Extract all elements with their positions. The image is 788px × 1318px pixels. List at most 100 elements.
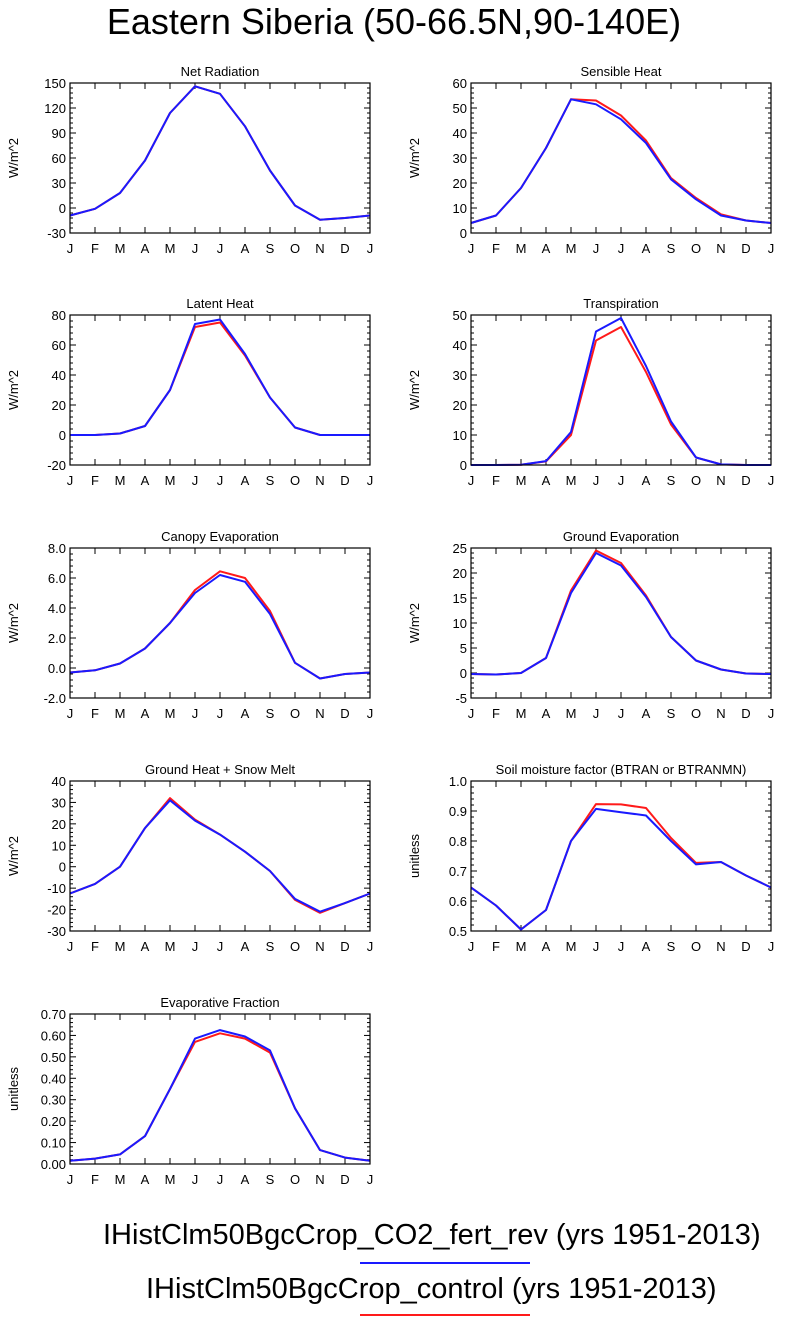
x-tick-label: A	[241, 1172, 250, 1187]
legend-swatch-fert-rev	[360, 1262, 530, 1264]
y-tick-label: 5	[460, 641, 467, 656]
panel-title: Transpiration	[583, 296, 658, 311]
chart-panel-4: Canopy Evaporation W/m^2 -2.0 0.0 2.0 4.0 6.0 8…	[6, 529, 373, 721]
x-tick-label: M	[566, 939, 577, 954]
x-tick-label: A	[141, 1172, 150, 1187]
panel-title: Canopy Evaporation	[161, 529, 279, 544]
series-line-fert_rev	[69, 1029, 371, 1162]
x-tick-label: J	[217, 939, 224, 954]
x-tick-label: N	[716, 241, 725, 256]
y-tick-label: 0	[59, 428, 66, 443]
x-tick-label: J	[593, 706, 600, 721]
x-tick-label: J	[468, 706, 475, 721]
x-tick-label: N	[716, 473, 725, 488]
y-tick-label: 0.5	[449, 924, 467, 939]
y-tick-label: 50	[453, 308, 467, 323]
series-line-control	[70, 321, 370, 436]
y-tick-label: 60	[453, 76, 467, 91]
x-tick-label: J	[618, 706, 625, 721]
x-tick-label: J	[67, 706, 74, 721]
x-tick-label: S	[266, 706, 275, 721]
series-line-control	[470, 803, 772, 931]
series-line-control	[471, 326, 771, 466]
x-tick-label: J	[217, 1172, 224, 1187]
y-tick-label: 1.0	[449, 774, 467, 789]
y-tick-label: 30	[453, 368, 467, 383]
y-axis-label: W/m^2	[407, 370, 422, 410]
x-tick-label: M	[115, 1172, 126, 1187]
plot-frame	[69, 1013, 371, 1165]
y-tick-label: 30	[453, 151, 467, 166]
x-tick-label: J	[367, 939, 374, 954]
y-tick-label: 0	[460, 666, 467, 681]
y-tick-label: 0	[59, 860, 66, 875]
x-tick-label: J	[593, 939, 600, 954]
x-tick-label: O	[691, 241, 701, 256]
x-tick-label: O	[290, 1172, 300, 1187]
x-tick-label: D	[340, 473, 349, 488]
x-tick-label: J	[67, 1172, 74, 1187]
y-tick-label: 30	[52, 176, 66, 191]
x-tick-label: F	[492, 241, 500, 256]
y-tick-label: 20	[453, 398, 467, 413]
y-tick-label: -5	[455, 691, 467, 706]
x-tick-label: F	[91, 1172, 99, 1187]
x-tick-label: J	[768, 241, 775, 256]
x-tick-label: F	[91, 473, 99, 488]
x-tick-label: A	[642, 939, 651, 954]
y-tick-label: 0.40	[41, 1071, 66, 1086]
y-tick-label: -20	[47, 903, 66, 918]
y-tick-label: -20	[47, 458, 66, 473]
x-tick-label: J	[468, 473, 475, 488]
panel-title: Ground Evaporation	[563, 529, 679, 544]
y-axis-label: W/m^2	[407, 138, 422, 178]
x-tick-label: J	[217, 706, 224, 721]
y-tick-label: 30	[52, 795, 66, 810]
series-line-control	[470, 98, 772, 224]
y-axis-label: W/m^2	[6, 836, 21, 876]
x-tick-label: A	[141, 241, 150, 256]
x-tick-label: M	[566, 473, 577, 488]
y-tick-label: 0.0	[48, 661, 66, 676]
x-tick-label: J	[217, 241, 224, 256]
plot-frame	[69, 82, 371, 234]
x-tick-label: O	[691, 939, 701, 954]
x-tick-label: D	[340, 939, 349, 954]
y-tick-label: 10	[453, 201, 467, 216]
x-tick-label: J	[192, 939, 199, 954]
x-tick-label: M	[115, 706, 126, 721]
x-tick-label: A	[542, 706, 551, 721]
x-tick-label: A	[642, 241, 651, 256]
y-tick-label: 2.0	[48, 631, 66, 646]
y-tick-label: 90	[52, 126, 66, 141]
x-tick-label: J	[768, 473, 775, 488]
series-line-control	[69, 1032, 371, 1162]
y-tick-label: 0	[59, 201, 66, 216]
panel-title: Net Radiation	[181, 64, 260, 79]
x-tick-label: J	[217, 473, 224, 488]
x-tick-label: M	[115, 473, 126, 488]
x-tick-label: S	[667, 241, 676, 256]
x-tick-label: J	[192, 241, 199, 256]
y-axis-label: W/m^2	[6, 603, 21, 643]
x-tick-label: D	[741, 939, 750, 954]
x-tick-label: J	[768, 706, 775, 721]
series-line-fert_rev	[470, 98, 772, 224]
x-tick-label: F	[492, 939, 500, 954]
x-tick-label: M	[566, 241, 577, 256]
series-line-fert_rev	[470, 807, 772, 931]
x-tick-label: F	[91, 241, 99, 256]
panel-title: Sensible Heat	[581, 64, 662, 79]
x-tick-label: J	[618, 939, 625, 954]
x-tick-label: O	[691, 473, 701, 488]
y-tick-label: 0	[460, 458, 467, 473]
x-tick-label: S	[266, 473, 275, 488]
x-tick-label: D	[741, 473, 750, 488]
x-tick-label: A	[141, 939, 150, 954]
series-line-fert_rev	[69, 574, 371, 680]
x-tick-label: N	[315, 241, 324, 256]
